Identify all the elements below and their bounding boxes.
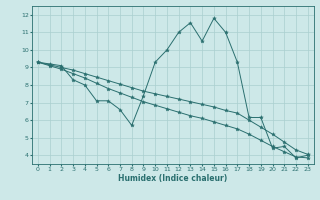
X-axis label: Humidex (Indice chaleur): Humidex (Indice chaleur) [118,174,228,183]
